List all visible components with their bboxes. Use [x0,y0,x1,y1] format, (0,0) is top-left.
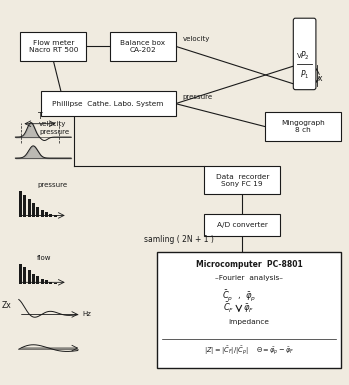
Text: –Fourier  analysis–: –Fourier analysis– [215,275,283,281]
FancyBboxPatch shape [21,32,86,60]
Bar [36,207,39,218]
Bar [23,195,26,218]
Text: $\bar{C}_F$    $\bar{\varphi}_F$: $\bar{C}_F$ $\bar{\varphi}_F$ [223,301,254,315]
Text: $P_2$: $P_2$ [300,50,310,62]
Bar [45,212,48,218]
FancyBboxPatch shape [204,214,280,236]
Text: $P_1$: $P_1$ [300,69,309,81]
Bar [19,191,22,218]
Bar [54,215,57,218]
Text: velocity: velocity [182,37,210,42]
Bar [54,283,57,284]
Text: Microcomputer  PC-8801: Microcomputer PC-8801 [195,260,302,269]
Bar [50,281,52,284]
Text: V: V [297,53,302,59]
Text: velocity: velocity [39,121,66,127]
Text: Hz: Hz [83,311,92,317]
FancyBboxPatch shape [41,91,176,116]
Bar [28,199,31,218]
Text: Data  recorder
Sony FC 19: Data recorder Sony FC 19 [216,174,269,187]
Text: T: T [38,112,42,121]
Text: Balance box
CA-202: Balance box CA-202 [120,40,165,53]
Bar [32,203,35,218]
FancyBboxPatch shape [110,32,176,60]
FancyBboxPatch shape [157,252,341,368]
Bar [28,270,31,284]
FancyBboxPatch shape [293,18,316,90]
Text: flow: flow [37,254,52,261]
Text: A/D converter: A/D converter [217,222,268,228]
Bar [36,276,39,284]
Bar [23,267,26,284]
Bar [32,273,35,284]
Text: $|Z|=|\bar{C}_F|/|\bar{C}_p|$    $\Theta=\bar{\varphi}_p-\bar{\varphi}_F$: $|Z|=|\bar{C}_F|/|\bar{C}_p|$ $\Theta=\b… [204,344,294,357]
Bar [41,278,44,284]
Text: x: x [318,74,322,84]
FancyBboxPatch shape [204,166,280,194]
Bar [19,264,22,284]
FancyBboxPatch shape [265,112,341,141]
Bar [50,214,52,218]
Text: $\bar{C}_p$  ,  $\bar{\varphi}_p$: $\bar{C}_p$ , $\bar{\varphi}_p$ [222,288,256,303]
Text: pressure: pressure [182,94,213,100]
Text: Flow meter
Nacro RT 500: Flow meter Nacro RT 500 [29,40,78,53]
Text: Mingograph
8 ch: Mingograph 8 ch [281,120,325,133]
Text: impedance: impedance [229,319,269,325]
Bar [45,280,48,284]
Text: pressure: pressure [39,129,69,135]
Text: samling ( 2N + 1 ): samling ( 2N + 1 ) [144,235,214,244]
Text: Phillipse  Cathe. Labo. System: Phillipse Cathe. Labo. System [52,100,164,107]
Text: Zx: Zx [2,301,11,310]
Bar [41,210,44,218]
Text: pressure: pressure [37,182,67,187]
